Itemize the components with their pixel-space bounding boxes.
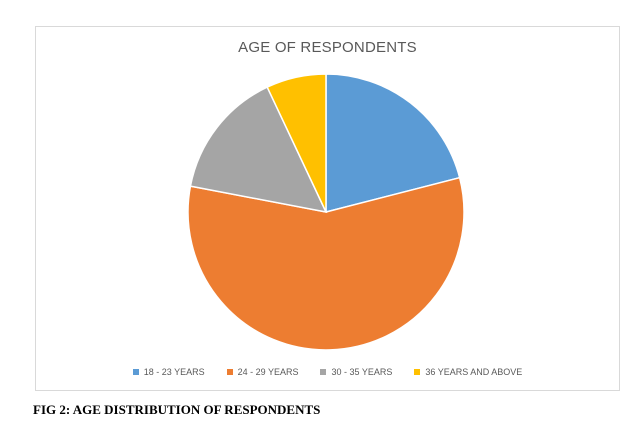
legend-swatch [132,369,139,375]
chart-title: AGE OF RESPONDENTS [238,39,417,56]
legend-item-18-23: 18 - 23 YEARS [132,367,205,377]
pie-slice-30-35 [189,86,328,214]
legend-label: 18 - 23 YEARS [143,367,205,377]
legend-label: 24 - 29 YEARS [237,367,299,377]
legend: 18 - 23 YEARS 24 - 29 YEARS 30 - 35 YEAR… [36,367,619,377]
chart-area: AGE OF RESPONDENTS 18 - 23 YEARS 24 - 29… [35,26,620,391]
pie-slice-18-23 [325,73,461,213]
pie-slice-36-above [266,73,327,213]
legend-swatch [226,369,233,375]
legend-item-36-above: 36 YEARS AND ABOVE [414,367,522,377]
legend-swatch [414,369,421,375]
figure-caption: FIG 2: AGE DISTRIBUTION OF RESPONDENTS [33,402,321,417]
legend-swatch [320,369,327,375]
pie-chart [187,73,465,351]
legend-label: 36 YEARS AND ABOVE [425,367,523,377]
legend-item-24-29: 24 - 29 YEARS [226,367,299,377]
legend-item-30-35: 30 - 35 YEARS [320,367,392,377]
pie-slices [187,73,465,351]
pie-slice-24-29 [187,176,465,351]
legend-label: 30 - 35 YEARS [331,367,393,377]
